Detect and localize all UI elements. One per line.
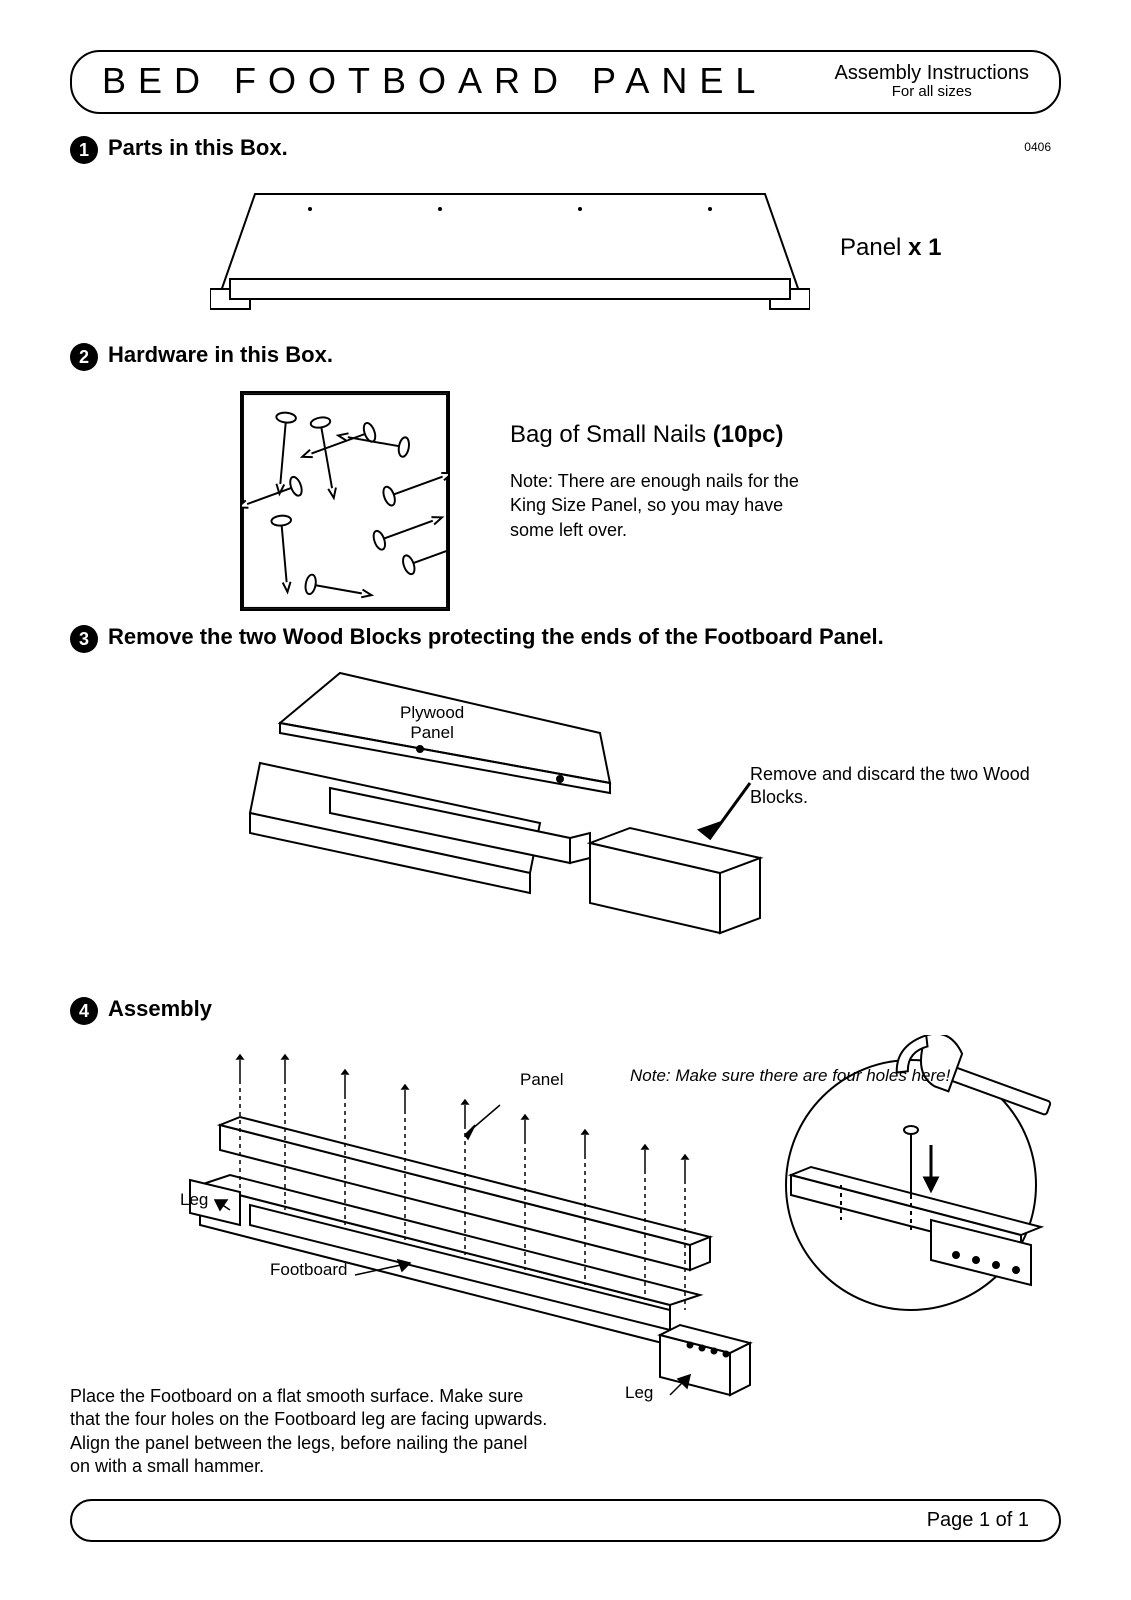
nails-label-text: Bag of Small Nails	[510, 421, 713, 448]
nails-label-qty: (10pc)	[713, 421, 784, 448]
section-4-figure: Panel Leg Footboard Leg Note: Make sure …	[70, 1025, 1061, 1445]
section-1-heading: 1 Parts in this Box.	[70, 134, 1061, 164]
section-3-heading: 3 Remove the two Wood Blocks protecting …	[70, 623, 1061, 653]
header-box: BED FOOTBOARD PANEL Assembly Instruction…	[70, 50, 1061, 114]
footer-box: Page 1 of 1	[70, 1499, 1061, 1542]
page: BED FOOTBOARD PANEL Assembly Instruction…	[0, 0, 1131, 1600]
section-4-heading: 4 Assembly	[70, 995, 1061, 1025]
section-4-title: Assembly	[108, 995, 212, 1024]
document-title: BED FOOTBOARD PANEL	[102, 60, 767, 102]
panel-illustration	[210, 184, 810, 324]
panel-callout-label: Panel	[520, 1070, 563, 1090]
panel-label-text: Panel	[840, 234, 908, 261]
nails-note: Note: There are enough nails for the Kin…	[510, 469, 810, 542]
panel-quantity-label: Panel x 1	[840, 234, 941, 262]
bullet-3-icon: 3	[70, 625, 98, 653]
bullet-1-icon: 1	[70, 136, 98, 164]
page-number: Page 1 of 1	[927, 1509, 1029, 1531]
section-1-figure: Panel x 1	[70, 174, 1061, 329]
section-3-figure: Plywood Panel Remove and discard the two…	[70, 663, 1061, 983]
section-1: 1 Parts in this Box. Panel x 1	[70, 134, 1061, 329]
section-1-title: Parts in this Box.	[108, 134, 288, 163]
panel-label-qty: x 1	[908, 234, 941, 261]
plywood-panel-label: Plywood Panel	[400, 703, 464, 742]
section-2: 2 Hardware in this Box.	[70, 341, 1061, 611]
header-right: Assembly Instructions For all sizes	[834, 62, 1029, 101]
leg-callout-label-1: Leg	[180, 1190, 208, 1210]
section-4: 4 Assembly	[70, 995, 1061, 1479]
header-subtitle-1: Assembly Instructions	[834, 62, 1029, 84]
nails-bag-illustration	[240, 391, 450, 611]
section-2-heading: 2 Hardware in this Box.	[70, 341, 1061, 371]
wood-block-illustration	[220, 663, 780, 963]
section-3-title: Remove the two Wood Blocks protecting th…	[108, 623, 884, 652]
remove-blocks-label: Remove and discard the two Wood Blocks.	[750, 763, 1061, 810]
nails-text-block: Bag of Small Nails (10pc) Note: There ar…	[510, 391, 810, 542]
section-2-figure: Bag of Small Nails (10pc) Note: There ar…	[240, 391, 1061, 611]
bullet-4-icon: 4	[70, 997, 98, 1025]
bullet-2-icon: 2	[70, 343, 98, 371]
header-subtitle-2: For all sizes	[834, 84, 1029, 101]
section-2-title: Hardware in this Box.	[108, 341, 333, 370]
leg-callout-label-2: Leg	[625, 1383, 653, 1403]
footboard-callout-label: Footboard	[270, 1260, 348, 1280]
section-3: 3 Remove the two Wood Blocks protecting …	[70, 623, 1061, 983]
document-code: 0406	[1024, 140, 1051, 154]
nails-item-label: Bag of Small Nails (10pc)	[510, 421, 810, 449]
holes-note-label: Note: Make sure there are four holes her…	[630, 1065, 950, 1086]
